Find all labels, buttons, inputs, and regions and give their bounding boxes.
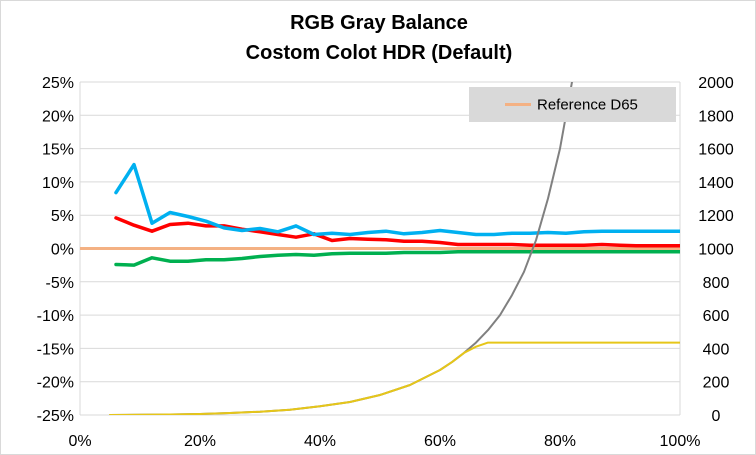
series-line-3 (114, 250, 680, 267)
series-line-5 (109, 341, 680, 415)
y-right-tick-label: 800 (703, 275, 730, 292)
y-left-tick-label: 0% (51, 242, 74, 259)
y-left-tick-label: -20% (37, 375, 74, 392)
y-left-tick-label: 20% (42, 108, 74, 125)
y-right-tick-label: 600 (703, 308, 730, 325)
y-right-tick-label: 1200 (698, 208, 734, 225)
y-left-tick-label: -25% (37, 408, 74, 425)
chart-title-line-2: Costom Colot HDR (Default) (245, 42, 513, 64)
legend-label: Reference D65 (537, 97, 638, 114)
y-left-tick-label: -10% (37, 308, 74, 325)
y-left-tick-label: -15% (37, 341, 74, 358)
x-tick-label: 100% (660, 433, 701, 450)
x-tick-label: 40% (304, 433, 336, 450)
series-line-2 (114, 162, 680, 237)
y-right-tick-label: 1600 (698, 142, 734, 159)
x-tick-label: 20% (184, 433, 216, 450)
y-right-tick-label: 2000 (698, 75, 734, 92)
chart-title-line-1: RGB Gray Balance (290, 12, 468, 34)
y-left-tick-label: 5% (51, 208, 74, 225)
x-tick-label: 0% (68, 433, 91, 450)
x-tick-label: 60% (424, 433, 456, 450)
y-right-tick-label: 1400 (698, 175, 734, 192)
legend-box (469, 87, 676, 122)
y-right-tick-label: 1000 (698, 242, 734, 259)
y-right-tick-label: 400 (703, 341, 730, 358)
y-left-tick-label: -5% (46, 275, 74, 292)
y-left-tick-label: 25% (42, 75, 74, 92)
y-right-tick-label: 200 (703, 375, 730, 392)
x-tick-label: 80% (544, 433, 576, 450)
series-line-1 (114, 216, 680, 248)
y-right-tick-label: 0 (712, 408, 721, 425)
y-left-tick-label: 15% (42, 142, 74, 159)
y-left-tick-label: 10% (42, 175, 74, 192)
y-right-tick-label: 1800 (698, 108, 734, 125)
